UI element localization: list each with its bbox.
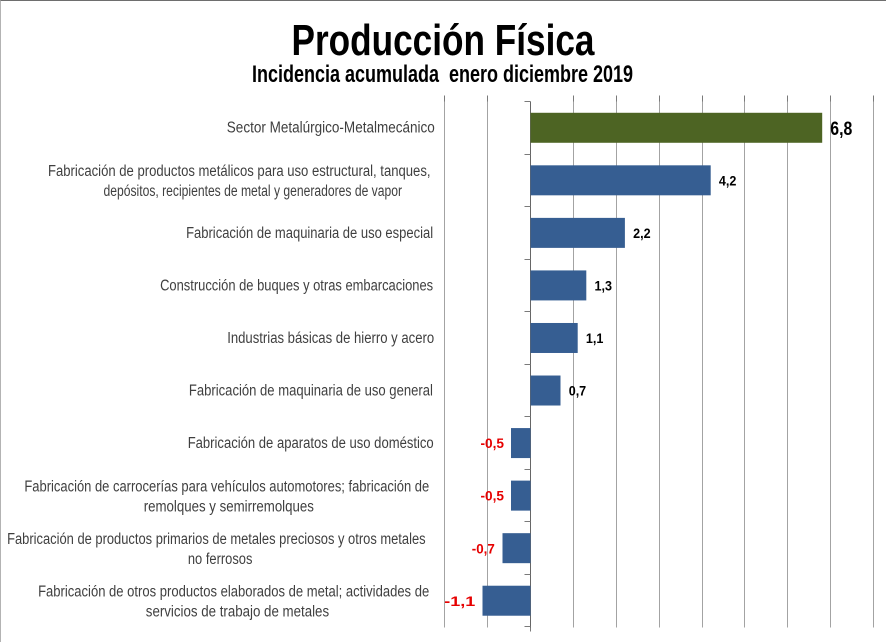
svg-text:remolques y semirremolques: remolques y semirremolques [144, 498, 314, 515]
svg-text:-0,5: -0,5 [481, 489, 505, 504]
svg-text:1,1: 1,1 [586, 330, 604, 346]
svg-text:-0,7: -0,7 [472, 541, 495, 556]
svg-text:Fabricación de otros productos: Fabricación de otros productos elaborado… [38, 584, 429, 601]
svg-text:Fabricación de productos metál: Fabricación de productos metálicos para … [48, 163, 431, 180]
svg-text:0,7: 0,7 [569, 383, 587, 399]
svg-text:Sector Metalúrgico-Metalmecáni: Sector Metalúrgico-Metalmecánico [227, 120, 435, 137]
svg-text:6,8: 6,8 [830, 119, 852, 140]
svg-text:1,3: 1,3 [595, 278, 613, 294]
svg-text:-0,5: -0,5 [481, 436, 505, 451]
svg-text:no ferrosos: no ferrosos [188, 551, 253, 568]
svg-text:depósitos, recipientes de meta: depósitos, recipientes de metal y genera… [104, 183, 403, 200]
svg-text:4,2: 4,2 [719, 172, 737, 188]
svg-text:2,2: 2,2 [633, 225, 651, 241]
svg-text:servicios de trabajo de metale: servicios de trabajo de metales [146, 604, 330, 621]
svg-text:Fabricación de maquinaria de u: Fabricación de maquinaria de uso especia… [186, 225, 433, 242]
svg-text:Fabricación de carrocerías par: Fabricación de carrocerías para vehículo… [24, 478, 429, 495]
svg-text:Industrias básicas de hierro y: Industrias básicas de hierro y acero [227, 330, 434, 347]
svg-text:Fabricación de maquinaria de u: Fabricación de maquinaria de uso general [189, 382, 433, 399]
svg-text:-1,1: -1,1 [444, 594, 476, 609]
svg-text:Incidencia acumulada enero di: Incidencia acumulada enero diciembre 201… [252, 61, 633, 88]
svg-text:Producción Física: Producción Física [292, 16, 595, 65]
svg-text:Construcción de buques y otras: Construcción de buques y otras embarcaci… [160, 277, 433, 294]
svg-text:Fabricación de productos prima: Fabricación de productos primarios de me… [7, 531, 426, 548]
svg-text:Fabricación de aparatos de uso: Fabricación de aparatos de uso doméstico [188, 435, 434, 452]
